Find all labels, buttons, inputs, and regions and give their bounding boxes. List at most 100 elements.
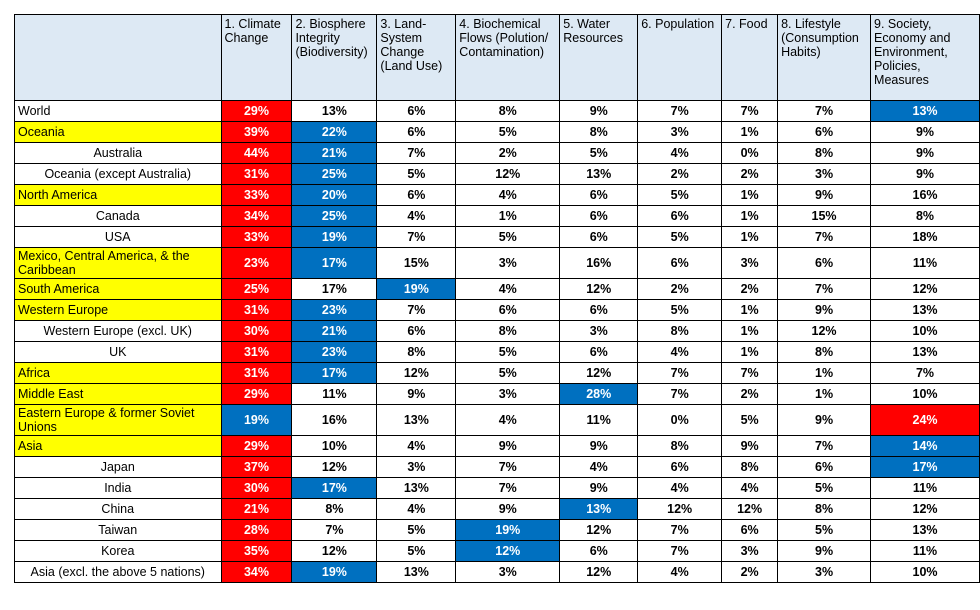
region-label: Japan: [100, 460, 135, 474]
table-row: World 29% 13% 6% 8% 9% 7% 7% 7% 13%: [14, 100, 980, 122]
value-cell: 6%: [559, 226, 639, 248]
region-label: Africa: [18, 366, 50, 380]
value-cell: 7%: [637, 519, 723, 541]
region-cell: Middle East: [14, 383, 222, 405]
value-cell: 5%: [455, 226, 561, 248]
table-row: Oceania 39% 22% 6% 5% 8% 3% 1% 6% 9%: [14, 121, 980, 143]
value-cell: 9%: [559, 100, 639, 122]
region-cell: Mexico, Central America, & the Caribbean: [14, 247, 222, 279]
value-cell: 7%: [455, 456, 561, 478]
value-cell: 5%: [637, 299, 723, 321]
value-cell: 5%: [455, 341, 561, 363]
header-climate-change: 1. Climate Change: [220, 14, 293, 101]
value-cell: 8%: [637, 435, 723, 457]
value-cell: 6%: [559, 205, 639, 227]
value-cell: 31%: [220, 299, 293, 321]
header-lifestyle: 8. Lifestyle (Consumption Habits): [777, 14, 872, 101]
value-cell: 6%: [637, 205, 723, 227]
value-cell: 8%: [559, 121, 639, 143]
value-cell: 9%: [455, 435, 561, 457]
value-cell: 1%: [721, 320, 779, 342]
value-cell: 7%: [376, 226, 457, 248]
table-row: USA 33% 19% 7% 5% 6% 5% 1% 7% 18%: [14, 226, 980, 248]
value-cell: 6%: [559, 341, 639, 363]
value-cell: 1%: [777, 362, 872, 384]
value-cell: 4%: [455, 404, 561, 436]
value-cell: 12%: [559, 561, 639, 583]
value-cell: 7%: [291, 519, 378, 541]
value-cell: 5%: [559, 142, 639, 164]
value-cell: 3%: [721, 540, 779, 562]
value-cell: 9%: [777, 299, 872, 321]
value-cell: 9%: [455, 498, 561, 520]
header-population: 6. Population: [637, 14, 723, 101]
value-cell: 6%: [637, 247, 723, 279]
value-cell: 13%: [870, 100, 980, 122]
value-cell: 39%: [220, 121, 293, 143]
value-cell: 33%: [220, 184, 293, 206]
value-cell: 12%: [870, 498, 980, 520]
value-cell: 9%: [559, 435, 639, 457]
table-row: Australia 44% 21% 7% 2% 5% 4% 0% 8% 9%: [14, 142, 980, 164]
value-cell: 4%: [559, 456, 639, 478]
value-cell: 9%: [777, 404, 872, 436]
value-cell: 7%: [637, 100, 723, 122]
value-cell: 7%: [637, 540, 723, 562]
value-cell: 19%: [455, 519, 561, 541]
region-label: Western Europe: [18, 303, 109, 317]
region-cell: UK: [14, 341, 222, 363]
value-cell: 13%: [559, 163, 639, 185]
value-cell: 16%: [291, 404, 378, 436]
region-cell: Korea: [14, 540, 222, 562]
value-cell: 6%: [376, 184, 457, 206]
table-row: Asia (excl. the above 5 nations) 34% 19% 13…: [14, 561, 980, 583]
value-cell: 23%: [291, 299, 378, 321]
value-cell: 28%: [559, 383, 639, 405]
value-cell: 4%: [637, 477, 723, 499]
value-cell: 12%: [455, 540, 561, 562]
value-cell: 10%: [291, 435, 378, 457]
value-cell: 1%: [721, 299, 779, 321]
value-cell: 12%: [777, 320, 872, 342]
table-row: Japan 37% 12% 3% 7% 4% 6% 8% 6% 17%: [14, 456, 980, 478]
value-cell: 17%: [291, 362, 378, 384]
value-cell: 4%: [455, 278, 561, 300]
value-cell: 0%: [721, 142, 779, 164]
table-body: World 29% 13% 6% 8% 9% 7% 7% 7% 13% Oceania 39% 22% 6…: [14, 100, 980, 583]
value-cell: 5%: [721, 404, 779, 436]
value-cell: 8%: [637, 320, 723, 342]
table-row: Korea 35% 12% 5% 12% 6% 7% 3% 9% 11%: [14, 540, 980, 562]
value-cell: 8%: [777, 142, 872, 164]
value-cell: 29%: [220, 383, 293, 405]
region-label: Western Europe (excl. UK): [43, 324, 192, 338]
table-row: Mexico, Central America, & the Caribbean…: [14, 247, 980, 279]
region-label: Canada: [95, 209, 140, 223]
value-cell: 44%: [220, 142, 293, 164]
table-row: UK 31% 23% 8% 5% 6% 4% 1% 8% 13%: [14, 341, 980, 363]
value-cell: 5%: [376, 519, 457, 541]
value-cell: 19%: [291, 561, 378, 583]
region-label: Australia: [93, 146, 143, 160]
value-cell: 6%: [376, 320, 457, 342]
value-cell: 25%: [291, 163, 378, 185]
value-cell: 8%: [291, 498, 378, 520]
value-cell: 33%: [220, 226, 293, 248]
value-cell: 1%: [721, 121, 779, 143]
value-cell: 12%: [637, 498, 723, 520]
value-cell: 12%: [455, 163, 561, 185]
region-cell: Asia: [14, 435, 222, 457]
value-cell: 31%: [220, 362, 293, 384]
region-cell: Africa: [14, 362, 222, 384]
value-cell: 6%: [559, 184, 639, 206]
value-cell: 1%: [455, 205, 561, 227]
table-wrapper: 1. Climate Change 2. Biosphere Integrity…: [14, 14, 980, 583]
value-cell: 13%: [291, 100, 378, 122]
region-cell: Oceania (except Australia): [14, 163, 222, 185]
region-cell: Eastern Europe & former Soviet Unions: [14, 404, 222, 436]
value-cell: 34%: [220, 205, 293, 227]
value-cell: 6%: [559, 540, 639, 562]
region-cell: North America: [14, 184, 222, 206]
value-cell: 30%: [220, 477, 293, 499]
value-cell: 9%: [870, 163, 980, 185]
value-cell: 3%: [376, 456, 457, 478]
